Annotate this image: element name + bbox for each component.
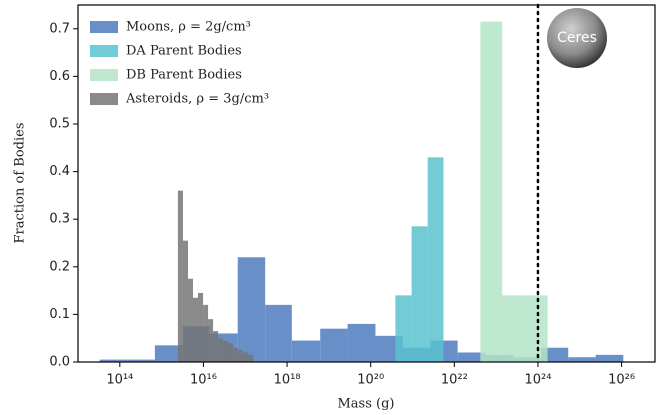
x-tick-label: 10¹⁴ xyxy=(106,373,133,388)
bar xyxy=(218,338,224,362)
legend-label: Asteroids, ρ = 3g/cm³ xyxy=(125,92,269,107)
bar xyxy=(223,340,229,362)
bar xyxy=(213,331,219,362)
y-tick-label: 0.3 xyxy=(49,212,70,227)
bar xyxy=(182,240,188,362)
bar xyxy=(427,157,444,362)
bar xyxy=(457,352,486,362)
x-tick-label: 10¹⁸ xyxy=(274,373,301,388)
bar xyxy=(320,328,348,362)
bar xyxy=(177,190,183,362)
y-tick-label: 0.5 xyxy=(49,117,70,132)
bar xyxy=(411,226,428,362)
bar xyxy=(237,257,266,362)
bar xyxy=(187,278,193,362)
bar xyxy=(228,342,234,362)
bar xyxy=(99,359,128,362)
legend-label: DA Parent Bodies xyxy=(126,44,242,59)
bar xyxy=(541,347,569,362)
bar xyxy=(291,340,321,362)
legend-swatch xyxy=(90,45,118,57)
bar xyxy=(347,323,376,362)
x-tick-label: 10¹⁶ xyxy=(190,373,217,388)
bar xyxy=(197,292,204,362)
legend-swatch xyxy=(90,69,118,81)
bar xyxy=(208,319,214,362)
x-tick-label: 10²⁴ xyxy=(524,373,551,388)
y-tick-label: 0.2 xyxy=(49,259,70,274)
x-axis-label: Mass (g) xyxy=(337,397,394,412)
ceres-image xyxy=(547,8,607,68)
bar xyxy=(192,297,198,362)
bar xyxy=(127,359,155,362)
x-tick-label: 10²⁰ xyxy=(357,373,384,388)
annotation: Ceres xyxy=(557,30,597,46)
legend-swatch xyxy=(90,93,118,105)
y-axis-label: Fraction of Bodies xyxy=(13,123,28,244)
bar xyxy=(525,295,548,362)
y-tick-label: 0.6 xyxy=(49,69,70,84)
bar xyxy=(233,347,239,362)
legend-label: DB Parent Bodies xyxy=(126,68,242,83)
x-tick-label: 10²⁶ xyxy=(608,373,635,388)
bar xyxy=(154,345,183,362)
bar xyxy=(395,295,412,362)
bar xyxy=(595,354,624,362)
y-tick-label: 0.7 xyxy=(49,21,70,36)
bar xyxy=(238,350,244,362)
x-tick-label: 10²² xyxy=(441,373,468,388)
legend-swatch xyxy=(90,21,118,33)
bar xyxy=(480,21,503,362)
y-tick-label: 0.1 xyxy=(49,307,70,322)
plot-frame xyxy=(77,4,656,363)
y-tick-label: 0.4 xyxy=(49,164,70,179)
y-tick-label: 0.0 xyxy=(49,355,70,370)
bar xyxy=(568,357,596,362)
bar xyxy=(248,354,254,362)
bar xyxy=(502,295,526,362)
bar xyxy=(265,304,292,362)
legend-label: Moons, ρ = 2g/cm³ xyxy=(126,20,251,35)
bar xyxy=(243,352,249,362)
bar xyxy=(203,304,209,362)
